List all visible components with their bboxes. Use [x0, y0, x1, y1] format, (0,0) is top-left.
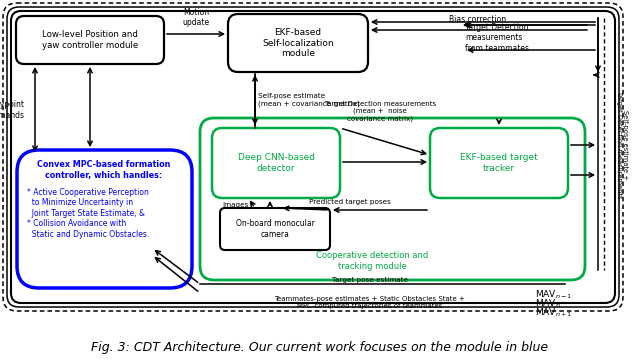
FancyBboxPatch shape [228, 14, 368, 72]
Text: Deep CNN-based
detector: Deep CNN-based detector [237, 153, 314, 173]
Text: Target Detection
measurements
from teammates: Target Detection measurements from teamm… [465, 23, 529, 53]
FancyBboxPatch shape [220, 208, 330, 250]
Text: Waypoint
commands: Waypoint commands [0, 100, 25, 120]
Text: Target Detection measurements
(mean +  noise
covariance matrix): Target Detection measurements (mean + no… [324, 101, 436, 122]
Text: Cooperative detection and
tracking module: Cooperative detection and tracking modul… [316, 251, 428, 271]
Text: Motion
update: Motion update [182, 8, 209, 27]
Text: Fig. 3: CDT Architecture. Our current work focuses on the module in blue: Fig. 3: CDT Architecture. Our current wo… [92, 341, 548, 355]
Text: On-board monocular
camera: On-board monocular camera [236, 219, 314, 239]
Text: MAV$_{n-1}$: MAV$_{n-1}$ [535, 289, 572, 301]
Text: * Active Cooperative Perception
  to Minimize Uncertainty in
  Joint Target Stat: * Active Cooperative Perception to Minim… [27, 188, 149, 238]
FancyBboxPatch shape [3, 3, 623, 311]
Text: MAV$_{n+1}$: MAV$_{n+1}$ [535, 307, 572, 319]
Text: Predicted target poses: Predicted target poses [309, 199, 391, 205]
Text: EKF-based target
tracker: EKF-based target tracker [460, 153, 538, 173]
Text: Self-pose estimate +
Target Detection measurements: Self-pose estimate + Target Detection me… [616, 91, 628, 199]
Text: Low-level Position and
yaw controller module: Low-level Position and yaw controller mo… [42, 30, 138, 50]
FancyBboxPatch shape [200, 118, 585, 280]
Text: EKF-based
Self-localization
module: EKF-based Self-localization module [262, 28, 334, 58]
Text: Convex MPC-based formation
controller, which handles:: Convex MPC-based formation controller, w… [37, 160, 171, 180]
FancyBboxPatch shape [17, 150, 192, 288]
Text: Images: Images [222, 202, 248, 208]
Text: Bias correction: Bias correction [449, 15, 507, 24]
FancyBboxPatch shape [7, 7, 619, 307]
Text: Self-pose estimate
(mean + covariance matrix): Self-pose estimate (mean + covariance ma… [258, 93, 360, 107]
FancyBboxPatch shape [11, 11, 615, 303]
FancyBboxPatch shape [430, 128, 568, 198]
FancyBboxPatch shape [212, 128, 340, 198]
FancyBboxPatch shape [16, 16, 164, 64]
Text: MAV$_{n}$: MAV$_{n}$ [535, 298, 561, 310]
Text: Teammates-pose estimates + Static Obstacles State +
MPC-computed trajectories of: Teammates-pose estimates + Static Obstac… [275, 296, 465, 309]
Text: Target pose estimate: Target pose estimate [332, 277, 408, 283]
